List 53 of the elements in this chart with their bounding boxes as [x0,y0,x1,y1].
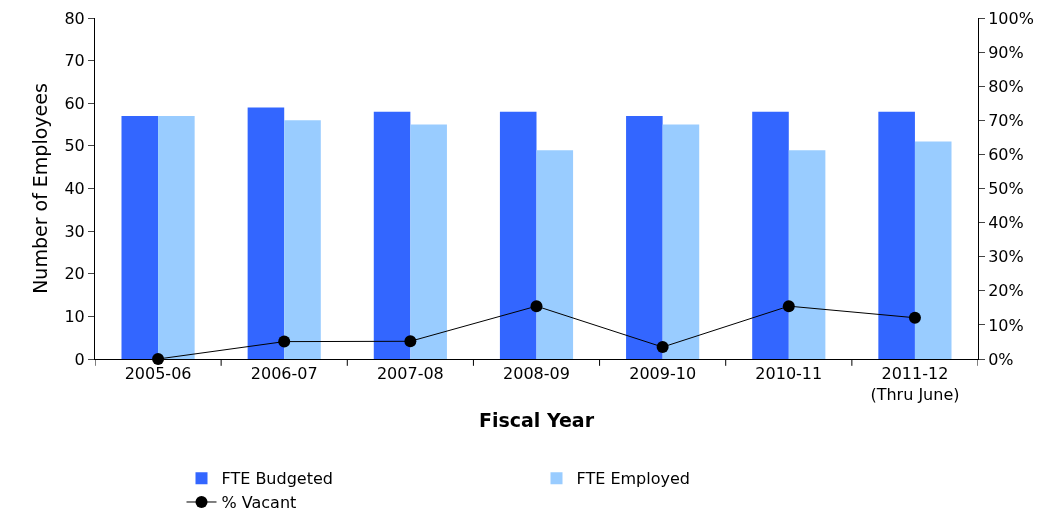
legend-label: FTE Budgeted [221,469,333,489]
y2-tick-label: 80% [988,76,1024,96]
x-tick-label: 2009-10 [629,364,697,384]
y-tick-label: 50 [64,136,85,156]
y-tick-label: 0 [74,349,85,369]
y-tick-label: 60 [64,93,85,113]
point [908,311,921,324]
bar [499,111,537,359]
y2-tick-label: 60% [988,145,1024,164]
y-axis-title: Number of Employees [29,83,51,294]
bar [410,124,447,359]
point [782,300,795,313]
y2-tick-label: 20% [988,281,1024,301]
y-tick-label: 70 [64,51,85,71]
y2-tick-label: 50% [988,179,1024,199]
point [152,353,165,365]
y-tick-label: 40 [64,179,85,199]
y2-tick-label: 70% [988,110,1024,130]
y-tick-label: 30 [64,221,85,241]
x-tick-label: 2006-07 [250,364,318,384]
bar [626,116,663,359]
bar [914,141,952,359]
bar [247,107,285,359]
x-tick-label: 2008-09 [503,364,570,384]
x-tick-label: 2011-12 (Thru June) [870,364,960,404]
bar [158,116,195,359]
x-tick-label: 2005-06 [124,364,192,384]
y2-tick-label: 0% [988,349,1014,369]
legend-label: % Vacant [221,493,297,513]
point [656,341,669,354]
bar [373,111,411,359]
x-tick-label: 2007-08 [376,364,444,384]
x-axis-title: Fiscal Year [478,408,595,431]
y-tick-label: 20 [64,264,85,284]
bar [752,111,789,359]
bar [878,111,915,359]
point [530,300,543,313]
y-tick-label: 10 [64,306,85,326]
y2-tick-label: 10% [988,315,1024,335]
bar [662,124,700,359]
y2-tick-label: 100% [988,8,1034,28]
bar [121,116,159,359]
y2-tick-label: 40% [988,213,1024,233]
bar [788,150,826,359]
bar [536,150,574,359]
x-tick-label: 2010-11 [755,364,823,384]
bar [284,120,321,359]
y2-tick-label: 90% [988,42,1024,62]
legend-label: FTE Employed [576,469,690,489]
point [404,335,417,348]
point [278,335,291,348]
y-tick-label: 80 [64,8,85,28]
y2-tick-label: 30% [988,247,1024,267]
